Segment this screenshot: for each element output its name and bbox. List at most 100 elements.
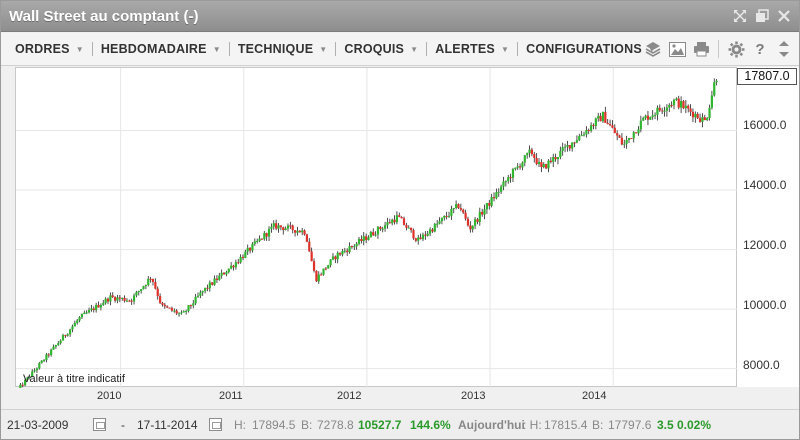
candle-body — [419, 237, 422, 240]
candle-body — [400, 216, 403, 219]
candle-body — [282, 227, 285, 231]
candle-body — [514, 167, 517, 170]
chevron-down-icon: ▼ — [212, 44, 221, 54]
candlestick — [405, 222, 408, 231]
candlestick — [483, 204, 486, 220]
candle-body — [490, 197, 493, 206]
calendar-icon[interactable] — [209, 418, 222, 431]
candle-body — [24, 379, 27, 386]
candlestick — [128, 299, 131, 302]
candlestick — [587, 128, 590, 135]
candle-body — [412, 230, 415, 239]
candle-body — [104, 298, 107, 304]
candlestick — [703, 114, 706, 121]
candle-body — [710, 95, 713, 108]
candlestick-chart[interactable] — [16, 68, 738, 392]
candlestick — [694, 111, 697, 123]
close-icon[interactable] — [777, 9, 791, 23]
candle-body — [715, 80, 718, 83]
candlestick — [582, 131, 586, 137]
candlestick — [433, 222, 436, 233]
calendar-icon[interactable] — [93, 418, 106, 431]
candlestick — [530, 147, 534, 157]
candlestick — [21, 382, 24, 388]
gear-icon[interactable] — [727, 40, 745, 58]
candlestick — [177, 312, 181, 317]
candle-body — [78, 317, 81, 321]
candle-body — [606, 122, 609, 125]
candlestick — [230, 262, 233, 270]
candle-body — [144, 284, 147, 287]
date-from-field[interactable]: 21-03-2009 — [7, 418, 69, 432]
candle-body — [516, 166, 519, 168]
candlestick — [301, 227, 304, 236]
candlestick — [514, 167, 517, 171]
candle-body — [571, 142, 574, 149]
print-icon[interactable] — [692, 40, 710, 58]
candle-body — [545, 164, 548, 169]
candlestick — [646, 110, 650, 126]
candlestick — [462, 208, 465, 214]
candlestick — [386, 217, 389, 229]
candlestick — [208, 280, 211, 292]
candlestick — [118, 294, 121, 303]
candle-body — [713, 82, 716, 96]
candlestick — [651, 110, 654, 120]
candlestick — [682, 99, 685, 110]
candlestick — [421, 232, 425, 242]
restore-icon[interactable] — [755, 9, 769, 23]
candlestick — [450, 205, 453, 220]
resize-icon[interactable] — [733, 9, 747, 23]
candlestick — [590, 122, 593, 133]
candlestick — [69, 328, 72, 337]
candlestick — [563, 143, 567, 153]
candlestick — [199, 290, 202, 299]
menu-label: CONFIGURATIONS — [526, 42, 642, 56]
help-icon[interactable]: ? — [755, 40, 765, 58]
chart-plot-area[interactable] — [15, 67, 738, 392]
menu-label: HEBDOMADAIRE — [100, 42, 207, 56]
menu-technique[interactable]: TECHNIQUE ▼ — [238, 42, 328, 56]
layers-icon[interactable] — [644, 40, 662, 58]
candle-body — [308, 241, 311, 252]
candle-body — [604, 111, 607, 123]
candle-body — [322, 268, 325, 275]
candle-body — [50, 349, 53, 356]
candlestick — [445, 211, 448, 220]
candle-body — [272, 223, 275, 227]
candlestick — [248, 247, 252, 254]
candlestick — [244, 249, 247, 259]
candlestick — [284, 226, 287, 231]
menu-hebdomadaire[interactable]: HEBDOMADAIRE ▼ — [101, 42, 221, 56]
candle-body — [168, 307, 171, 309]
candle-body — [211, 282, 214, 285]
candle-body — [535, 157, 538, 165]
candle-body — [620, 137, 624, 145]
y-tick-label: 10000.0 — [743, 298, 787, 312]
menu-configurations[interactable]: CONFIGURATIONS▼ — [526, 42, 656, 56]
image-icon[interactable] — [668, 40, 686, 58]
candle-body — [355, 243, 358, 247]
candlestick — [597, 112, 600, 122]
menu-ordres[interactable]: ORDRES ▼ — [15, 42, 84, 56]
candlestick — [656, 105, 659, 121]
high-value: 17894.5 — [252, 418, 296, 432]
candle-body — [635, 132, 638, 134]
candle-body — [234, 262, 237, 268]
candlestick — [315, 270, 318, 283]
menu-alertes[interactable]: ALERTES ▼ — [435, 42, 509, 56]
candle-body — [225, 272, 228, 275]
menu-croquis[interactable]: CROQUIS ▼ — [344, 42, 418, 56]
candlestick — [360, 235, 363, 244]
date-to-field[interactable]: 17-11-2014 — [137, 418, 198, 432]
candle-body — [35, 368, 39, 371]
expand-icon[interactable] — [775, 40, 793, 58]
candlestick — [611, 120, 614, 129]
candle-body — [85, 312, 88, 314]
candlestick — [374, 231, 377, 237]
candle-body — [533, 154, 536, 158]
candle-body — [568, 145, 571, 149]
candle-body — [672, 99, 676, 106]
candle-body — [199, 292, 202, 296]
candle-body — [21, 384, 24, 386]
